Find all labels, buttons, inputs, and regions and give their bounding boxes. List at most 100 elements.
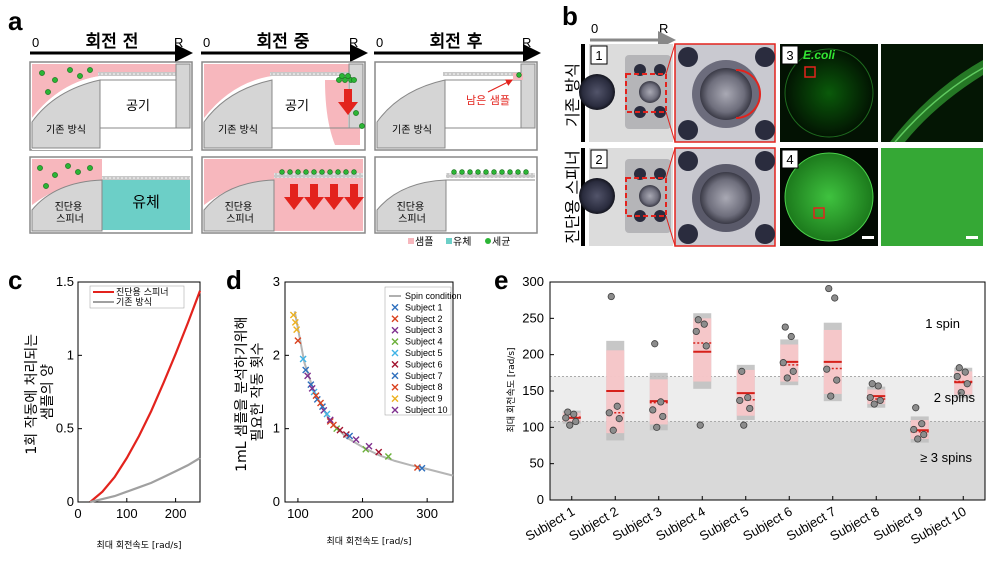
subject-point (323, 410, 331, 418)
axis-end-label: R (349, 35, 358, 50)
legend-conventional: 기존 방식 (116, 297, 152, 308)
panel-c: c 0 0.5 1 1.5 0 100 200 진단용 스피너 기존 방식 1회 작동에 … (8, 265, 202, 551)
sample-swatch (408, 238, 414, 244)
x-tick-label: Subject 3 (610, 504, 664, 544)
before-rotation-title: 회전 전 (86, 32, 139, 52)
data-point (920, 430, 928, 439)
region-three-spins: ≥ 3 spins (920, 450, 972, 465)
x-tick-label: Subject 4 (653, 504, 707, 544)
fluid-label: 유체 (132, 193, 160, 211)
axis-start-label: 0 (591, 21, 598, 36)
panel-b: b 0 R 기존 방식 진단용 스피너 1 (562, 1, 984, 247)
x-tick-label: 100 (287, 506, 309, 521)
x-tick-label: 200 (352, 506, 374, 521)
subject-point (317, 399, 325, 407)
data-point (779, 359, 787, 367)
data-point (961, 368, 969, 376)
data-point (955, 364, 963, 372)
y-axis-label: 1mL 샘플을 분석하기위해 필요한 작동 횟수 (234, 312, 266, 472)
axis-start-label: 0 (32, 35, 39, 50)
region-one-spin: 1 spin (925, 316, 960, 331)
y-axis-label-line: 1회 작동에 처리되는 (24, 334, 40, 455)
panel-d-label: d (226, 265, 242, 295)
row-conventional-label: 기존 방식 (563, 63, 582, 127)
y-tick-label: 0 (273, 494, 280, 509)
y-ticks: 0 50 100 150 200 250 300 (522, 274, 554, 507)
air-label: 공기 (126, 99, 150, 114)
data-point (744, 393, 752, 402)
conventional-label: 기존 방식 (218, 124, 258, 136)
data-point (876, 396, 884, 405)
spinner-label-line: 스피너 (56, 213, 84, 225)
legend-swatch (391, 315, 399, 323)
subject-point (326, 416, 334, 424)
data-point (823, 365, 831, 373)
subject-point (302, 366, 310, 374)
legend-fluid: 유체 (453, 236, 471, 248)
subject-point (299, 355, 307, 363)
y-tick-label: 0.5 (56, 421, 74, 436)
legend-swatch (391, 406, 399, 414)
y-tick-label: 0 (67, 494, 74, 509)
data-point (827, 392, 835, 400)
subject-point (346, 432, 354, 440)
spinner-series-line (89, 290, 202, 503)
fluid-swatch (446, 238, 452, 244)
y-ticks: 0 0.5 1 1.5 (56, 274, 82, 509)
x-tick-label: 200 (165, 506, 187, 521)
data-point (963, 380, 971, 388)
data-point (564, 408, 572, 416)
y-tick-label: 150 (522, 383, 544, 398)
spinner-label-line: 진단용 (55, 201, 83, 213)
data-point (914, 435, 922, 443)
x-tick-label: Subject 5 (697, 504, 751, 544)
data-point (746, 404, 754, 413)
data-point (740, 421, 748, 429)
y-tick-label: 0 (537, 492, 544, 507)
y-axis-label: 1회 작동에 처리되는 샘플의 양 (24, 329, 56, 454)
x-tick-label: 100 (116, 506, 138, 521)
subject-point (336, 426, 344, 434)
data-point (700, 320, 708, 328)
x-tick-label: 0 (74, 506, 81, 521)
fluor-zoom-conventional (881, 44, 984, 143)
y-tick-label: 1 (273, 421, 280, 436)
spinner-label-line: 진단용 (225, 201, 253, 213)
x-ticks: 0 100 200 (74, 498, 186, 521)
legend-swatch (391, 338, 399, 346)
conventional-label: 기존 방식 (46, 124, 86, 136)
data-point (781, 323, 789, 331)
subject-point (294, 337, 302, 345)
subject-point (418, 464, 426, 472)
data-point (953, 372, 961, 381)
data-point (651, 340, 659, 348)
data-point (831, 294, 839, 302)
data-point (653, 423, 661, 431)
data-point (692, 327, 700, 336)
data-point (609, 426, 617, 434)
subject-point (291, 318, 299, 326)
photo-number: 4 (786, 152, 793, 167)
axis-start-label: 0 (203, 35, 210, 50)
x-tick-label: Subject 1 (523, 504, 577, 544)
box-inner (693, 318, 712, 382)
subject-point (329, 421, 337, 429)
subject-point (375, 448, 383, 456)
spinner-after-cell: 진단용 스피너 (374, 156, 538, 234)
y-axis-label: 최대 회전속도 [rad/s] (506, 347, 517, 432)
panel-b-label: b (562, 1, 578, 31)
conventional-series-line (89, 457, 201, 504)
data-point (702, 342, 710, 350)
during-rotation-title: 회전 중 (257, 32, 310, 52)
zoom-conventional (665, 43, 776, 143)
remaining-sample-label: 남은 샘플 (466, 94, 510, 107)
ecoli-label: E.coli (803, 48, 836, 62)
y-tick-label: 200 (522, 347, 544, 362)
legend-entry: Subject 8 (405, 382, 443, 392)
data-point (825, 284, 833, 293)
data-point (736, 396, 744, 405)
data-point (659, 412, 667, 421)
